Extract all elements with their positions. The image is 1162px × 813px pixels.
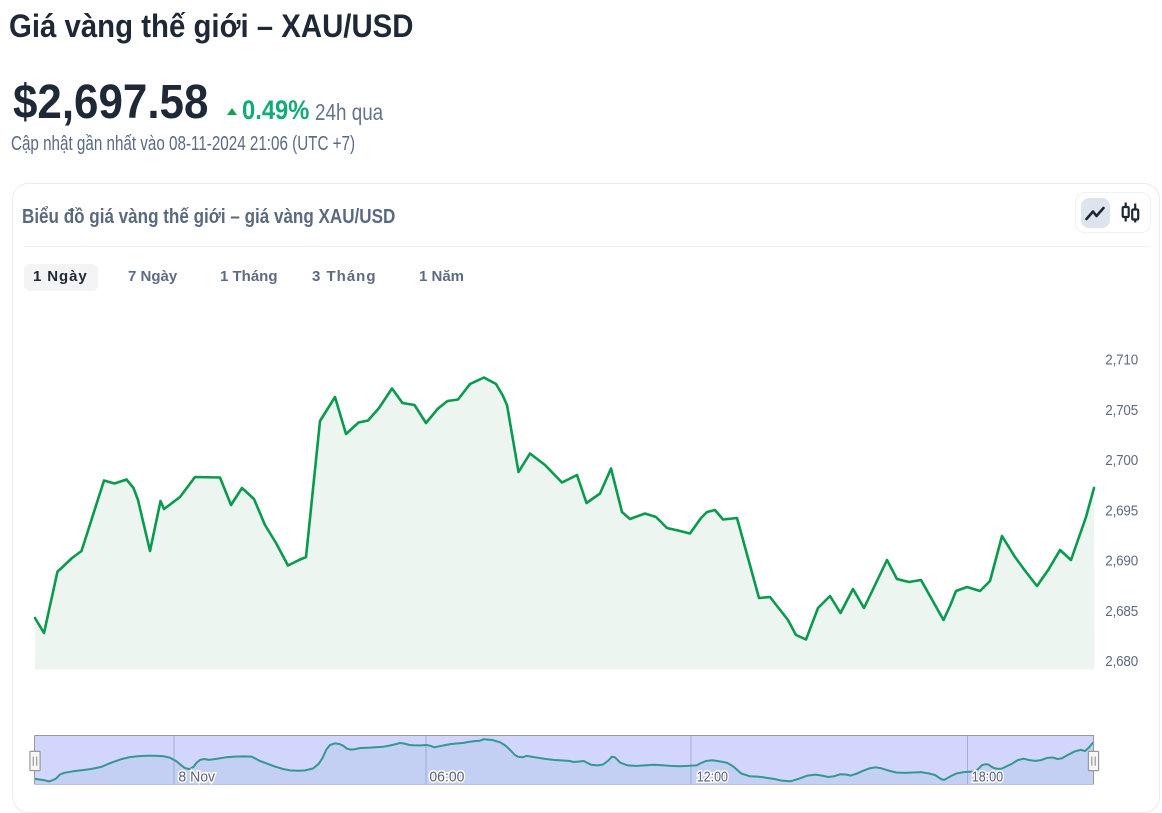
svg-text:2,695: 2,695 bbox=[1105, 504, 1138, 520]
svg-text:8 Nov: 8 Nov bbox=[178, 769, 215, 786]
svg-text:18:00: 18:00 bbox=[972, 769, 1004, 786]
svg-text:2,700: 2,700 bbox=[1105, 453, 1138, 469]
svg-text:12:00: 12:00 bbox=[697, 769, 728, 786]
svg-text:2,685: 2,685 bbox=[1105, 604, 1138, 620]
svg-text:2,690: 2,690 bbox=[1105, 554, 1138, 570]
svg-text:2,710: 2,710 bbox=[1105, 353, 1138, 369]
svg-text:2,705: 2,705 bbox=[1105, 403, 1138, 419]
svg-text:2,680: 2,680 bbox=[1105, 654, 1138, 670]
svg-text:06:00: 06:00 bbox=[429, 769, 464, 786]
